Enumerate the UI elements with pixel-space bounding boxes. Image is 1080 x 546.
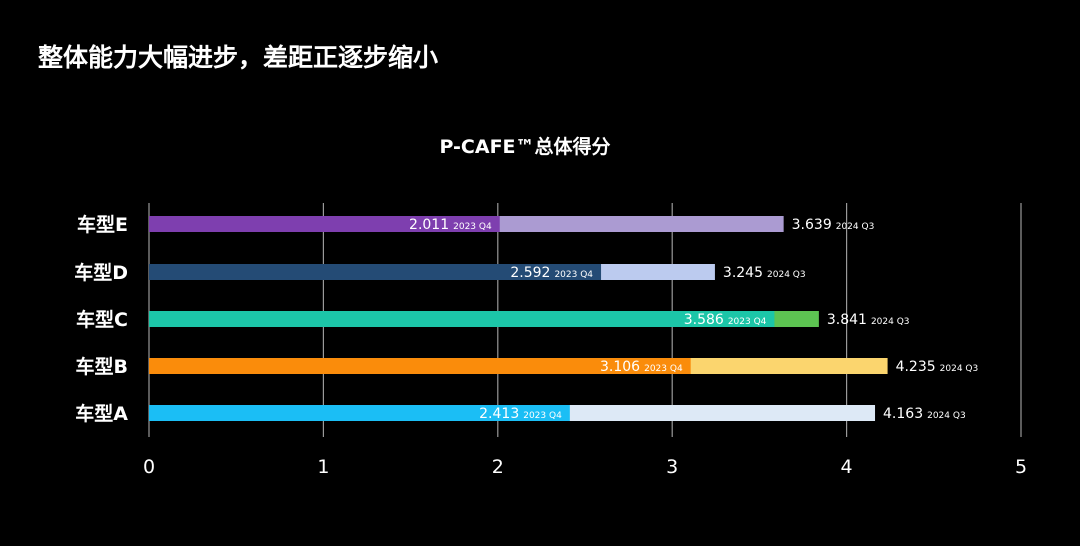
category-labels: 车型E 车型D 车型C 车型B 车型A: [74, 213, 128, 425]
bar-2023-q4: [149, 264, 602, 280]
data-label-2024-q3: 3.639 2024 Q3: [792, 217, 875, 233]
period-2024-q3: 2024 Q3: [871, 317, 910, 327]
bar-2023-q4: [149, 405, 570, 421]
x-tick-label: 5: [1015, 456, 1027, 478]
period-2024-q3: 2024 Q3: [836, 222, 875, 232]
period-2024-q3: 2024 Q3: [940, 364, 979, 374]
value-2023-q4: 2.592: [510, 265, 550, 281]
value-2024-q3: 3.639: [792, 217, 832, 233]
data-labels: 2.011 2023 Q4 3.639 2024 Q3 2.592 2023 Q4 3.24…: [409, 217, 978, 422]
value-2023-q4: 3.106: [600, 359, 640, 375]
value-2024-q3: 3.245: [723, 265, 763, 281]
data-label-2023-q4: 2.413 2023 Q4: [479, 406, 562, 422]
value-2023-q4: 2.413: [479, 406, 519, 422]
x-tick-label: 4: [841, 456, 853, 478]
data-label-2023-q4: 2.592 2023 Q4: [510, 265, 593, 281]
data-label-2024-q3: 4.163 2024 Q3: [883, 406, 966, 422]
category-label: 车型D: [74, 261, 128, 284]
bar-2023-q4: [149, 311, 775, 327]
data-label-2023-q4: 3.586 2023 Q4: [684, 312, 767, 328]
data-label-2024-q3: 3.245 2024 Q3: [723, 265, 806, 281]
data-label-2023-q4: 3.106 2023 Q4: [600, 359, 683, 375]
bars: [149, 216, 888, 421]
category-label: 车型C: [76, 308, 128, 331]
period-2024-q3: 2024 Q3: [927, 411, 966, 421]
value-2024-q3: 4.235: [896, 359, 936, 375]
period-2024-q3: 2024 Q3: [767, 270, 806, 280]
bar-2023-q4: [149, 216, 500, 232]
category-label: 车型B: [76, 355, 128, 378]
period-2023-q4: 2023 Q4: [728, 317, 767, 327]
period-2023-q4: 2023 Q4: [554, 270, 593, 280]
chart-title: P-CAFE™总体得分: [439, 135, 610, 158]
period-2023-q4: 2023 Q4: [644, 364, 683, 374]
x-tick-label: 1: [317, 456, 329, 478]
value-2024-q3: 4.163: [883, 406, 923, 422]
x-axis: 0 1 2 3 4 5: [143, 456, 1027, 478]
value-2023-q4: 3.586: [684, 312, 724, 328]
data-label-2023-q4: 2.011 2023 Q4: [409, 217, 492, 233]
period-2023-q4: 2023 Q4: [453, 222, 492, 232]
slide-title: 整体能力大幅进步，差距正逐步缩小: [38, 43, 439, 72]
period-2023-q4: 2023 Q4: [523, 411, 562, 421]
bar-2023-q4: [149, 358, 691, 374]
category-label: 车型A: [75, 402, 128, 425]
data-label-2024-q3: 4.235 2024 Q3: [896, 359, 979, 375]
x-tick-label: 2: [492, 456, 504, 478]
x-tick-label: 0: [143, 456, 155, 478]
data-label-2024-q3: 3.841 2024 Q3: [827, 312, 910, 328]
value-2024-q3: 3.841: [827, 312, 867, 328]
x-tick-label: 3: [666, 456, 678, 478]
value-2023-q4: 2.011: [409, 217, 449, 233]
category-label: 车型E: [77, 213, 128, 236]
